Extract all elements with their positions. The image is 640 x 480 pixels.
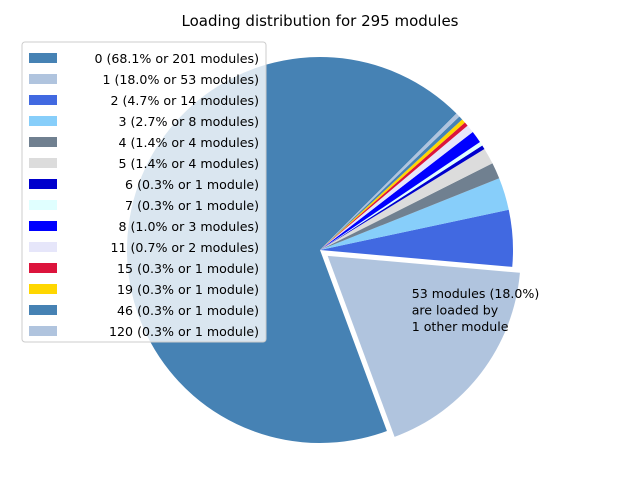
legend-label: 7 (0.3% or 1 module): [125, 198, 259, 213]
legend-label: 3 (2.7% or 8 modules): [119, 114, 260, 129]
chart-title: Loading distribution for 295 modules: [181, 12, 458, 30]
legend: 0 (68.1% or 201 modules) 1 (18.0% or 53 m…: [21, 41, 267, 343]
pie-slice: [320, 116, 463, 251]
pie-slice: [327, 255, 520, 437]
pie-slice: [320, 125, 473, 250]
legend-label: 11 (0.7% or 2 modules): [110, 240, 259, 255]
legend-label: 5 (1.4% or 4 modules): [119, 156, 260, 171]
annotation-line: are loaded by: [412, 303, 499, 318]
legend-label: 15 (0.3% or 1 module): [117, 261, 259, 276]
legend-swatch: [29, 305, 57, 315]
pie-slice: [320, 119, 465, 250]
pie-slice: [320, 145, 485, 250]
legend-swatch: [29, 179, 57, 189]
annotation-line: 53 modules (18.0%): [412, 286, 540, 301]
slice-annotation: 53 modules (18.0%) are loaded by1 other m…: [412, 286, 540, 334]
pie-slice: [320, 113, 460, 251]
legend-label: 19 (0.3% or 1 module): [117, 282, 259, 297]
legend-label: 46 (0.3% or 1 module): [117, 303, 259, 318]
legend-label: 6 (0.3% or 1 module): [125, 177, 259, 192]
legend-swatch: [29, 242, 57, 252]
pie-slice: [320, 142, 483, 250]
pie-slice: [320, 163, 500, 250]
legend-box: [21, 41, 267, 343]
legend-swatch: [29, 116, 57, 126]
legend-swatch: [29, 200, 57, 210]
legend-swatch: [29, 158, 57, 168]
legend-swatch: [29, 74, 57, 84]
legend-swatch: [29, 221, 57, 231]
pie-slice: [320, 122, 468, 250]
legend-swatch: [29, 95, 57, 105]
legend-swatch: [29, 53, 57, 63]
legend-label: 120 (0.3% or 1 module): [109, 324, 259, 339]
pie-slice: [320, 132, 480, 250]
pie-slice: [320, 209, 513, 267]
legend-swatch: [29, 284, 57, 294]
pie-slice: [320, 178, 509, 250]
legend-swatch: [29, 137, 57, 147]
legend-label: 0 (68.1% or 201 modules): [94, 51, 259, 66]
legend-swatch: [29, 263, 57, 273]
legend-swatch: [29, 326, 57, 336]
pie-slices: [127, 57, 520, 443]
legend-label: 1 (18.0% or 53 modules): [102, 72, 259, 87]
legend-label: 8 (1.0% or 3 modules): [119, 219, 260, 234]
legend-label: 4 (1.4% or 4 modules): [119, 135, 260, 150]
legend-label: 2 (4.7% or 14 modules): [110, 93, 259, 108]
annotation-line: 1 other module: [412, 319, 509, 334]
pie-slice: [320, 148, 493, 250]
